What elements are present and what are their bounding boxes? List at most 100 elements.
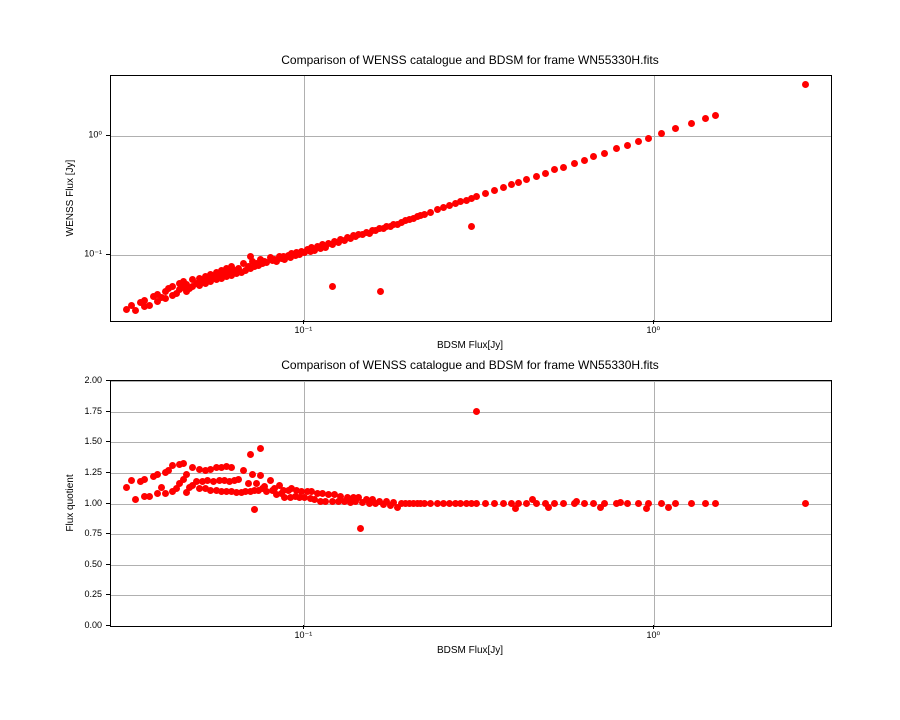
ytick (106, 533, 110, 534)
scatter-point (473, 408, 480, 415)
top-plot-area (111, 76, 831, 321)
scatter-point (267, 477, 274, 484)
ytick (106, 564, 110, 565)
bottom-ylabel: Flux quotient (65, 463, 76, 543)
scatter-point (573, 498, 580, 505)
scatter-point (665, 504, 672, 511)
scatter-point (802, 81, 809, 88)
ytick (106, 441, 110, 442)
bottom-title: Comparison of WENSS catalogue and BDSM f… (110, 358, 830, 372)
scatter-point (123, 484, 130, 491)
xtick-label: 10⁰ (646, 325, 660, 336)
scatter-point (169, 462, 176, 469)
scatter-point (624, 142, 631, 149)
xtick (653, 320, 654, 324)
scatter-point (146, 493, 153, 500)
ytick (106, 625, 110, 626)
scatter-point (500, 500, 507, 507)
scatter-point (523, 176, 530, 183)
gridline-v (654, 76, 655, 321)
scatter-point (590, 153, 597, 160)
gridline-h (111, 565, 831, 566)
scatter-point (581, 500, 588, 507)
gridline-h (111, 442, 831, 443)
scatter-point (180, 460, 187, 467)
scatter-point (132, 496, 139, 503)
ytick (106, 135, 110, 136)
scatter-point (473, 500, 480, 507)
scatter-point (235, 476, 242, 483)
scatter-point (491, 187, 498, 194)
scatter-point (688, 120, 695, 127)
scatter-point (228, 464, 235, 471)
scatter-point (688, 500, 695, 507)
scatter-point (183, 471, 190, 478)
scatter-point (240, 467, 247, 474)
scatter-point (512, 505, 519, 512)
scatter-point (141, 476, 148, 483)
scatter-point (247, 451, 254, 458)
gridline-h (111, 534, 831, 535)
scatter-point (702, 500, 709, 507)
ytick (106, 472, 110, 473)
scatter-point (482, 500, 489, 507)
scatter-point (560, 164, 567, 171)
scatter-point (702, 115, 709, 122)
scatter-point (245, 480, 252, 487)
scatter-point (329, 283, 336, 290)
figure: Comparison of WENSS catalogue and BDSM f… (0, 0, 900, 720)
scatter-point (802, 500, 809, 507)
scatter-point (645, 135, 652, 142)
scatter-point (154, 490, 161, 497)
scatter-point (500, 184, 507, 191)
scatter-point (128, 477, 135, 484)
scatter-point (542, 170, 549, 177)
scatter-point (581, 157, 588, 164)
scatter-point (672, 500, 679, 507)
scatter-point (508, 181, 515, 188)
xtick (653, 625, 654, 629)
scatter-point (617, 499, 624, 506)
gridline-h (111, 381, 831, 382)
scatter-point (560, 500, 567, 507)
scatter-point (601, 150, 608, 157)
scatter-point (658, 500, 665, 507)
scatter-point (468, 223, 475, 230)
top-title: Comparison of WENSS catalogue and BDSM f… (110, 53, 830, 67)
scatter-point (154, 471, 161, 478)
ytick (106, 411, 110, 412)
scatter-point (533, 173, 540, 180)
scatter-point (169, 283, 176, 290)
gridline-h (111, 136, 831, 137)
scatter-point (551, 500, 558, 507)
gridline-h (111, 255, 831, 256)
gridline-h (111, 473, 831, 474)
xtick (303, 320, 304, 324)
gridline-h (111, 595, 831, 596)
scatter-point (551, 166, 558, 173)
scatter-point (712, 112, 719, 119)
scatter-point (635, 138, 642, 145)
scatter-point (249, 471, 256, 478)
top-ylabel: WENSS Flux [Jy] (65, 158, 76, 238)
scatter-point (247, 253, 254, 260)
bottom-xlabel: BDSM Flux[Jy] (110, 645, 830, 656)
scatter-point (132, 307, 139, 314)
scatter-point (635, 500, 642, 507)
scatter-point (473, 193, 480, 200)
scatter-point (643, 505, 650, 512)
ytick (106, 594, 110, 595)
ytick (106, 380, 110, 381)
scatter-point (162, 295, 169, 302)
scatter-point (482, 190, 489, 197)
scatter-point (357, 525, 364, 532)
scatter-point (590, 500, 597, 507)
scatter-point (597, 504, 604, 511)
bottom-plot-area (111, 381, 831, 626)
scatter-point (672, 125, 679, 132)
scatter-point (712, 500, 719, 507)
scatter-point (571, 160, 578, 167)
xtick-label: 10⁻¹ (295, 325, 313, 336)
ytick (106, 254, 110, 255)
scatter-point (515, 179, 522, 186)
